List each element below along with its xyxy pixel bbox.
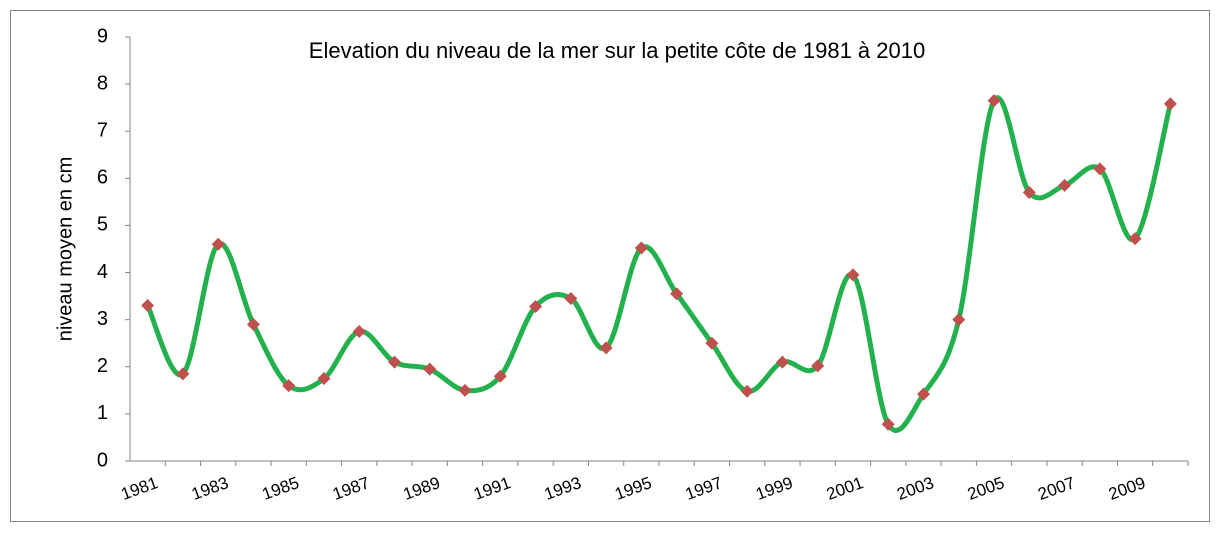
marker — [599, 341, 613, 355]
marker — [987, 94, 1001, 108]
marker — [670, 287, 684, 301]
marker — [811, 359, 825, 373]
marker — [1058, 178, 1072, 192]
marker — [564, 291, 578, 305]
chart-title: Elevation du niveau de la mer sur la pet… — [309, 38, 925, 63]
marker — [493, 369, 507, 383]
marker — [775, 355, 789, 369]
y-tick-label: 9 — [97, 25, 108, 47]
y-tick-label: 4 — [97, 261, 108, 283]
y-tick-label: 3 — [97, 308, 108, 330]
marker — [458, 383, 472, 397]
marker — [1163, 97, 1177, 111]
marker — [881, 417, 895, 431]
y-tick-label: 6 — [97, 167, 108, 189]
marker — [846, 268, 860, 282]
y-tick-label: 1 — [97, 402, 108, 424]
y-tick-label: 0 — [97, 449, 108, 471]
marker — [740, 384, 754, 398]
y-tick-label: 2 — [97, 355, 108, 377]
marker — [1128, 232, 1142, 246]
marker — [1093, 162, 1107, 176]
marker — [705, 336, 719, 350]
marker — [388, 355, 401, 369]
y-tick-label: 8 — [97, 72, 108, 94]
marker — [352, 324, 366, 338]
y-tick-label: 7 — [97, 120, 108, 142]
marker — [1022, 185, 1036, 199]
marker — [423, 362, 437, 376]
marker — [952, 313, 966, 327]
marker — [176, 367, 190, 381]
chart-frame — [10, 10, 1210, 522]
marker — [317, 372, 331, 386]
marker — [529, 299, 543, 313]
marker — [211, 237, 225, 251]
marker — [917, 387, 930, 401]
y-axis-label: niveau moyen en cm — [54, 157, 76, 342]
marker — [282, 379, 296, 393]
marker — [634, 241, 648, 255]
marker — [246, 317, 260, 331]
y-tick-label: 5 — [97, 214, 108, 236]
marker — [141, 299, 155, 313]
